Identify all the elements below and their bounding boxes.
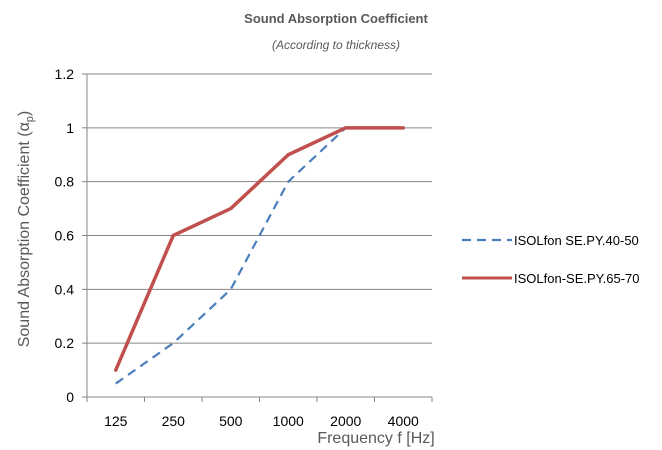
x-tick-label: 1000 — [273, 413, 304, 429]
gridlines — [87, 73, 432, 344]
legend: ISOLfon SE.PY.40-50 ISOLfon-SE.PY.65-70 — [462, 233, 640, 286]
axes — [82, 73, 433, 402]
chart-subtitle: (According to thickness) — [272, 38, 400, 52]
x-tick-label: 4000 — [388, 413, 419, 429]
y-tick-label: 0.4 — [55, 281, 75, 297]
series-line — [114, 126, 405, 372]
legend-label: ISOLfon SE.PY.40-50 — [514, 233, 639, 248]
legend-label: ISOLfon-SE.PY.65-70 — [514, 271, 640, 286]
x-tick-labels: 125 250 500 1000 2000 4000 — [104, 413, 419, 429]
series-lines — [114, 126, 405, 385]
x-tick-label: 250 — [162, 413, 186, 429]
y-tick-label: 1 — [66, 120, 74, 136]
chart-title: Sound Absorption Coefficient — [244, 11, 428, 26]
y-axis-title-main: Sound Absorption Coefficient (α — [16, 122, 33, 347]
y-axis-title: Sound Absorption Coefficient (αp) — [16, 111, 36, 348]
y-axis-title-close: ) — [16, 111, 33, 116]
series-line — [115, 126, 404, 385]
y-tick-label: 0 — [66, 389, 74, 405]
y-tick-labels: 0 0.2 0.4 0.6 0.8 1 1.2 — [55, 66, 75, 405]
y-tick-label: 0.2 — [55, 335, 75, 351]
x-tick-label: 500 — [219, 413, 243, 429]
y-tick-label: 1.2 — [55, 66, 75, 82]
y-axis-title-subscript: p — [24, 116, 36, 122]
x-tick-label: 125 — [104, 413, 128, 429]
x-axis-title: Frequency f [Hz] — [317, 430, 434, 447]
x-tick-label: 2000 — [330, 413, 361, 429]
y-tick-label: 0.6 — [55, 228, 75, 244]
y-tick-label: 0.8 — [55, 174, 75, 190]
